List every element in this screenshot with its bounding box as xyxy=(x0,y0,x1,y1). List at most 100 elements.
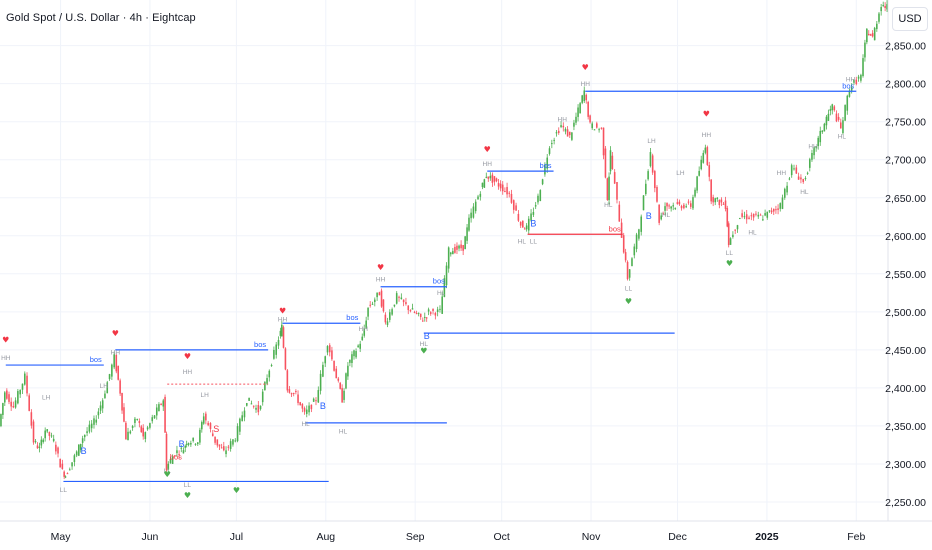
candle-body xyxy=(36,445,39,449)
candle-body xyxy=(104,393,106,399)
candle-body xyxy=(121,392,123,411)
candle-body xyxy=(187,443,190,445)
candle-body xyxy=(591,123,593,129)
y-tick-label: 2,550.00 xyxy=(885,269,926,281)
candle-body xyxy=(281,324,283,337)
y-tick-label: 2,350.00 xyxy=(885,421,926,433)
candle-body xyxy=(788,178,791,180)
y-axis-ticks[interactable]: 2,250.00 2,300.00 2,350.00 2,400.00 2,450.00… xyxy=(885,41,926,509)
candle-body xyxy=(68,469,71,471)
candle-body xyxy=(698,170,700,176)
candle-body xyxy=(886,4,888,10)
candle-body xyxy=(873,27,876,41)
candle-body xyxy=(391,309,393,315)
candle-body xyxy=(44,430,46,439)
candle-body xyxy=(220,447,223,449)
candle-body xyxy=(319,373,322,391)
candle-body xyxy=(427,309,430,312)
candle-body xyxy=(28,395,30,411)
candle-body xyxy=(611,155,614,169)
x-tick-label: May xyxy=(51,531,72,543)
candle-body xyxy=(176,450,178,454)
candle-body xyxy=(12,405,15,408)
x-axis-ticks[interactable]: May Jun Jul Aug Sep Oct Nov Dec 2025 Feb xyxy=(51,531,866,543)
candle-body xyxy=(371,303,374,305)
candle-body xyxy=(764,213,766,216)
candle-body xyxy=(169,458,172,464)
candle-body xyxy=(530,213,532,221)
bos-line-label: bos xyxy=(90,355,102,364)
candle-body xyxy=(651,155,654,173)
structure-label: LH xyxy=(201,392,210,399)
candle-body xyxy=(127,431,129,441)
candle-body xyxy=(775,209,777,211)
candle-body xyxy=(468,217,470,231)
structure-label: HH xyxy=(183,369,193,376)
candle-body xyxy=(182,450,185,454)
structure-label: LH xyxy=(647,138,656,145)
candle-body xyxy=(777,208,779,210)
candle-body xyxy=(384,314,387,323)
candle-body xyxy=(419,313,422,318)
candle-body xyxy=(79,443,82,450)
candle-body xyxy=(866,28,868,43)
candle-body xyxy=(456,245,458,250)
candle-body xyxy=(553,139,555,141)
structure-label: HL xyxy=(420,341,429,348)
candle-body xyxy=(421,320,424,322)
candle-body xyxy=(2,403,4,415)
candle-body xyxy=(662,213,664,215)
candle-body xyxy=(470,212,472,219)
candle-body xyxy=(523,228,526,230)
candle-body xyxy=(299,402,302,406)
candle-body xyxy=(123,407,125,422)
candle-body xyxy=(770,210,773,213)
candle-body xyxy=(214,436,216,443)
candle-body xyxy=(743,216,746,218)
candle-body xyxy=(460,244,462,249)
signal-label: B xyxy=(81,446,87,456)
candle-body xyxy=(664,206,666,211)
candle-body xyxy=(290,393,293,395)
candle-body xyxy=(423,316,426,318)
candle-body xyxy=(38,446,41,448)
candle-body xyxy=(642,195,645,211)
candle-body xyxy=(656,186,658,202)
candle-body xyxy=(429,312,432,314)
candle-body xyxy=(833,106,836,111)
candle-body xyxy=(95,419,98,423)
candle-body xyxy=(515,205,517,211)
x-tick-label: Sep xyxy=(406,531,425,543)
candle-body xyxy=(613,172,616,184)
candle-body xyxy=(26,375,28,394)
candle-body xyxy=(257,405,260,413)
candle-body xyxy=(445,265,448,286)
candle-body xyxy=(670,206,672,209)
candle-body xyxy=(245,403,248,406)
candle-body xyxy=(42,439,45,442)
candle-body xyxy=(171,456,174,464)
candle-body xyxy=(286,370,289,391)
candle-body xyxy=(117,365,120,380)
candle-body xyxy=(581,95,583,103)
candle-body xyxy=(99,405,102,411)
y-axis-background xyxy=(888,0,932,521)
candle-body xyxy=(61,463,64,470)
currency-button[interactable]: USD xyxy=(892,7,928,31)
candle-body xyxy=(75,451,78,456)
candle-body xyxy=(229,441,232,449)
candle-body xyxy=(525,225,528,230)
candle-body xyxy=(395,293,398,304)
candle-body xyxy=(236,426,239,442)
structure-label: HH xyxy=(376,276,386,283)
candle-body xyxy=(876,23,878,30)
candle-body xyxy=(380,290,383,307)
candle-body xyxy=(716,197,719,200)
candle-body xyxy=(218,444,221,447)
candle-body xyxy=(802,178,805,183)
candle-body xyxy=(205,413,207,421)
candle-body xyxy=(97,411,100,416)
bos-line-label: bos xyxy=(254,340,266,349)
candle-body xyxy=(477,196,479,200)
